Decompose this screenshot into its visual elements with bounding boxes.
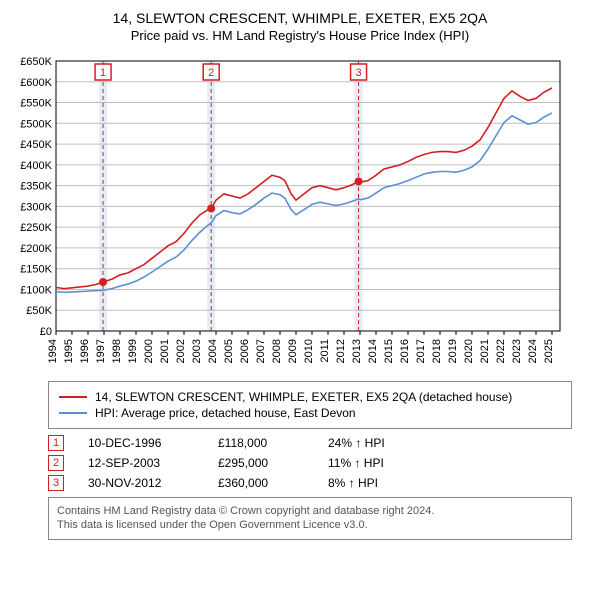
chart-svg: £0 £50K £100K £150K £200K £250K £300K £350K £400… [8, 51, 568, 371]
x-tick-label: 2015 [383, 339, 395, 363]
x-tick-label: 1994 [47, 339, 59, 363]
event-row: 2 12-SEP-2003£295,00011% ↑ HPI [48, 455, 572, 471]
legend: 14, SLEWTON CRESCENT, WHIMPLE, EXETER, E… [48, 381, 572, 429]
y-tick-label: £0 [40, 326, 52, 338]
x-tick-label: 1998 [111, 339, 123, 363]
x-tick-label: 2007 [255, 339, 267, 363]
event-row: 3 30-NOV-2012£360,0008% ↑ HPI [48, 475, 572, 491]
x-tick-label: 1996 [79, 339, 91, 363]
event-dot [355, 177, 363, 185]
y-tick-label: £200K [20, 243, 52, 255]
y-tick-label: £450K [20, 139, 52, 151]
x-tick-label: 2013 [351, 339, 363, 363]
x-tick-label: 2025 [543, 339, 555, 363]
x-tick-label: 2004 [207, 339, 219, 363]
x-tick-label: 2016 [399, 339, 411, 363]
event-row-delta: 11% ↑ HPI [328, 456, 438, 470]
event-row-delta: 8% ↑ HPI [328, 476, 438, 490]
x-tick-label: 2006 [239, 339, 251, 363]
x-tick-label: 2021 [479, 339, 491, 363]
x-tick-label: 1995 [63, 339, 75, 363]
page-subtitle: Price paid vs. HM Land Registry's House … [8, 28, 592, 43]
legend-item: HPI: Average price, detached house, East… [59, 406, 561, 420]
y-tick-label: £300K [20, 201, 52, 213]
event-dot [99, 278, 107, 286]
footnote-line: Contains HM Land Registry data © Crown c… [57, 504, 563, 518]
event-marker-num: 3 [355, 67, 361, 79]
x-tick-label: 2024 [527, 339, 539, 363]
event-row-price: £295,000 [218, 456, 328, 470]
x-tick-label: 2009 [287, 339, 299, 363]
legend-label: HPI: Average price, detached house, East… [95, 406, 356, 420]
y-tick-label: £100K [20, 284, 52, 296]
event-row-price: £360,000 [218, 476, 328, 490]
event-row-marker: 1 [48, 435, 64, 451]
y-tick-label: £650K [20, 56, 52, 68]
event-row-delta: 24% ↑ HPI [328, 436, 438, 450]
x-tick-label: 2011 [319, 339, 331, 363]
x-tick-label: 2005 [223, 339, 235, 363]
legend-label: 14, SLEWTON CRESCENT, WHIMPLE, EXETER, E… [95, 390, 512, 404]
x-tick-label: 2012 [335, 339, 347, 363]
event-row-date: 30-NOV-2012 [88, 476, 218, 490]
y-tick-label: £550K [20, 98, 52, 110]
event-row-marker: 2 [48, 455, 64, 471]
y-tick-label: £600K [20, 77, 52, 89]
footnote: Contains HM Land Registry data © Crown c… [48, 497, 572, 540]
legend-swatch [59, 412, 87, 414]
x-tick-label: 2022 [495, 339, 507, 363]
event-row-date: 12-SEP-2003 [88, 456, 218, 470]
y-tick-label: £50K [26, 305, 52, 317]
footnote-line: This data is licensed under the Open Gov… [57, 518, 563, 532]
x-tick-label: 2014 [367, 339, 379, 363]
x-tick-label: 2001 [159, 339, 171, 363]
events-table: 1 10-DEC-1996£118,00024% ↑ HPI 2 12-SEP-200… [48, 435, 572, 491]
x-tick-label: 2002 [175, 339, 187, 363]
page-title: 14, SLEWTON CRESCENT, WHIMPLE, EXETER, E… [8, 10, 592, 26]
x-tick-label: 2000 [143, 339, 155, 363]
y-tick-label: £350K [20, 181, 52, 193]
legend-swatch [59, 396, 87, 398]
x-tick-label: 2023 [511, 339, 523, 363]
x-tick-label: 2010 [303, 339, 315, 363]
x-tick-label: 1999 [127, 339, 139, 363]
event-marker-num: 1 [100, 67, 106, 79]
y-tick-label: £250K [20, 222, 52, 234]
event-marker-num: 2 [208, 67, 214, 79]
x-tick-label: 1997 [95, 339, 107, 363]
x-tick-label: 2003 [191, 339, 203, 363]
x-tick-label: 2017 [415, 339, 427, 363]
legend-item: 14, SLEWTON CRESCENT, WHIMPLE, EXETER, E… [59, 390, 561, 404]
y-tick-label: £150K [20, 264, 52, 276]
event-dot [207, 204, 215, 212]
y-tick-label: £400K [20, 160, 52, 172]
event-row-price: £118,000 [218, 436, 328, 450]
event-row-marker: 3 [48, 475, 64, 491]
x-tick-label: 2020 [463, 339, 475, 363]
x-tick-label: 2018 [431, 339, 443, 363]
event-row-date: 10-DEC-1996 [88, 436, 218, 450]
x-tick-label: 2008 [271, 339, 283, 363]
price-chart: £0 £50K £100K £150K £200K £250K £300K £350K £400… [8, 51, 592, 371]
x-tick-label: 2019 [447, 339, 459, 363]
y-tick-label: £500K [20, 118, 52, 130]
event-row: 1 10-DEC-1996£118,00024% ↑ HPI [48, 435, 572, 451]
